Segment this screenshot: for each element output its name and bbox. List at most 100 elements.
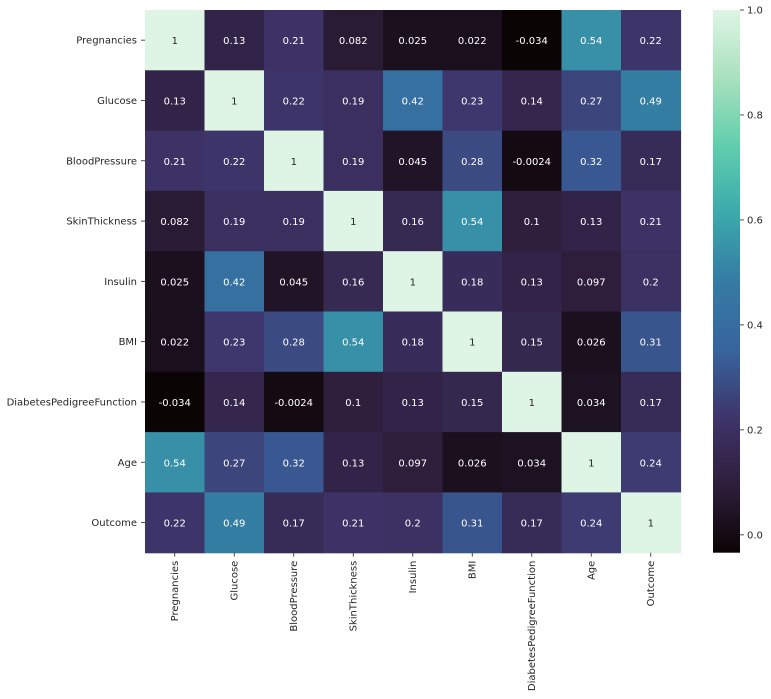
cell-value-label: 0.022 — [458, 36, 487, 47]
heatmap-cells — [145, 10, 682, 554]
cell-value-label: 0.1 — [524, 217, 540, 228]
heatmap-cell — [502, 10, 563, 71]
x-tick-label: BMI — [468, 561, 479, 579]
cell-value-label: 1 — [529, 398, 535, 409]
heatmap-cell — [323, 492, 384, 554]
heatmap-cell — [561, 311, 622, 373]
heatmap-cell — [383, 70, 444, 132]
heatmap-cell — [561, 251, 622, 313]
cell-value-label: 0.2 — [643, 277, 659, 288]
cell-value-label: 0.034 — [577, 398, 606, 409]
cell-value-label: 0.22 — [283, 96, 305, 107]
colorbar-tick-label: 0.2 — [747, 425, 763, 436]
x-tick-label: Age — [587, 561, 598, 580]
y-tick-label: SkinThickness — [66, 217, 137, 228]
heatmap-cell — [264, 130, 325, 192]
cell-value-label: 1 — [588, 458, 594, 469]
heatmap-cell — [204, 311, 265, 373]
heatmap-cell — [204, 432, 265, 493]
heatmap-cell — [442, 311, 503, 373]
heatmap-cell — [502, 311, 563, 373]
cell-value-label: 0.16 — [342, 277, 364, 288]
cell-value-label: 0.54 — [342, 338, 364, 349]
heatmap-cell — [383, 251, 444, 313]
x-tick-label: Pregnancies — [170, 561, 181, 622]
heatmap-cell — [145, 70, 206, 132]
cell-value-label: -0.0024 — [512, 157, 551, 168]
cell-value-label: -0.034 — [516, 36, 548, 47]
cell-value-label: 0.27 — [223, 458, 245, 469]
heatmap-cell — [502, 70, 563, 132]
cell-value-label: 0.32 — [580, 157, 602, 168]
heatmap-cell — [561, 10, 622, 71]
colorbar-tick-label: 0.8 — [747, 110, 763, 121]
y-tick-label: Glucose — [97, 96, 137, 107]
cell-value-label: 1 — [172, 36, 178, 47]
cell-value-label: 0.17 — [640, 398, 662, 409]
colorbar-gradient — [713, 10, 740, 553]
colorbar: 0.0 0.2 0.4 0.6 0.8 1.0 — [713, 6, 763, 553]
cell-value-label: 0.17 — [283, 519, 305, 530]
cell-value-label: 0.54 — [164, 458, 186, 469]
cell-value-label: 0.31 — [461, 519, 483, 530]
colorbar-tick-label: 0.6 — [747, 215, 763, 226]
cell-value-label: 0.22 — [164, 519, 186, 530]
cell-value-label: 0.045 — [279, 277, 308, 288]
heatmap-cell — [502, 190, 563, 252]
cell-value-label: 0.17 — [640, 157, 662, 168]
cell-value-label: 0.14 — [223, 398, 245, 409]
cell-value-label: 0.13 — [402, 398, 424, 409]
heatmap-cell — [264, 10, 325, 71]
cell-value-label: 0.28 — [283, 338, 305, 349]
heatmap-cell — [621, 492, 682, 554]
heatmap-cell — [502, 130, 563, 192]
cell-value-label: 0.21 — [283, 36, 305, 47]
cell-value-label: 1 — [231, 96, 237, 107]
cell-value-label: 0.19 — [342, 96, 364, 107]
heatmap-cell — [323, 10, 384, 71]
cell-value-label: 0.32 — [283, 458, 305, 469]
cell-value-label: 0.22 — [640, 36, 662, 47]
heatmap-cell — [621, 251, 682, 313]
heatmap-cell — [383, 432, 444, 493]
y-tick-label: Age — [118, 458, 137, 469]
x-tick-label: Outcome — [646, 561, 657, 607]
cell-value-label: 0.24 — [580, 519, 602, 530]
cell-value-label: 0.13 — [521, 277, 543, 288]
heatmap-cell-labels: 1 0.13 0.21 0.082 0.025 0.022 -0.034 0.54 0.220.… — [159, 36, 662, 529]
heatmap-cell — [621, 130, 682, 192]
y-tick-label: Insulin — [104, 277, 137, 288]
heatmap-cell — [323, 70, 384, 132]
x-tick-label: Glucose — [230, 561, 241, 601]
cell-value-label: 0.49 — [223, 519, 245, 530]
heatmap-cell — [621, 10, 682, 71]
heatmap-cell — [204, 190, 265, 252]
heatmap-cell — [442, 70, 503, 132]
heatmap-cell — [323, 311, 384, 373]
cell-value-label: 1 — [469, 338, 475, 349]
cell-value-label: 0.19 — [342, 157, 364, 168]
heatmap-cell — [204, 10, 265, 71]
heatmap-cell — [383, 311, 444, 373]
heatmap-cell — [264, 190, 325, 252]
colorbar-tick-label: 0.4 — [747, 320, 763, 331]
heatmap-cell — [442, 251, 503, 313]
heatmap-cell — [145, 492, 206, 554]
cell-value-label: 0.13 — [580, 217, 602, 228]
cell-value-label: 0.18 — [402, 338, 424, 349]
y-tick-label: BMI — [119, 337, 137, 348]
heatmap-cell — [383, 190, 444, 252]
cell-value-label: 0.14 — [521, 96, 543, 107]
cell-value-label: 0.49 — [640, 96, 662, 107]
cell-value-label: 0.19 — [223, 217, 245, 228]
cell-value-label: 0.23 — [461, 96, 483, 107]
heatmap-cell — [323, 371, 384, 433]
heatmap-cell — [204, 70, 265, 132]
cell-value-label: 0.24 — [640, 458, 662, 469]
cell-value-label: 0.022 — [160, 338, 189, 349]
heatmap-cell — [264, 251, 325, 313]
heatmap-cell — [383, 10, 444, 71]
cell-value-label: -0.034 — [159, 398, 191, 409]
x-tick-label: BloodPressure — [289, 561, 300, 632]
